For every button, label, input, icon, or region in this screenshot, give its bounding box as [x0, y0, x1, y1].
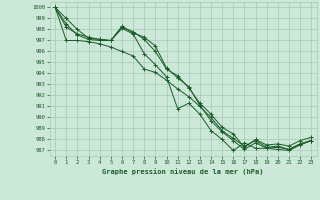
- X-axis label: Graphe pression niveau de la mer (hPa): Graphe pression niveau de la mer (hPa): [102, 168, 264, 175]
